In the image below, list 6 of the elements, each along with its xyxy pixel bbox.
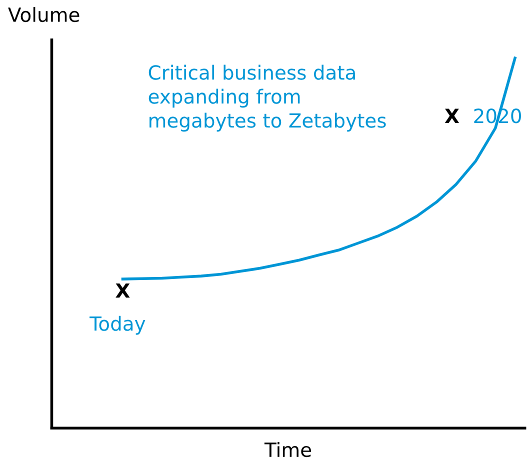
x-axis-title: Time xyxy=(264,442,312,458)
annotation: Today xyxy=(90,316,146,335)
annotation: X xyxy=(116,283,130,298)
y-axis-title: Volume xyxy=(8,7,80,22)
annotation: X xyxy=(444,108,460,123)
annotation: Critical business data expanding from megabytes to Zetabytes xyxy=(148,64,386,132)
